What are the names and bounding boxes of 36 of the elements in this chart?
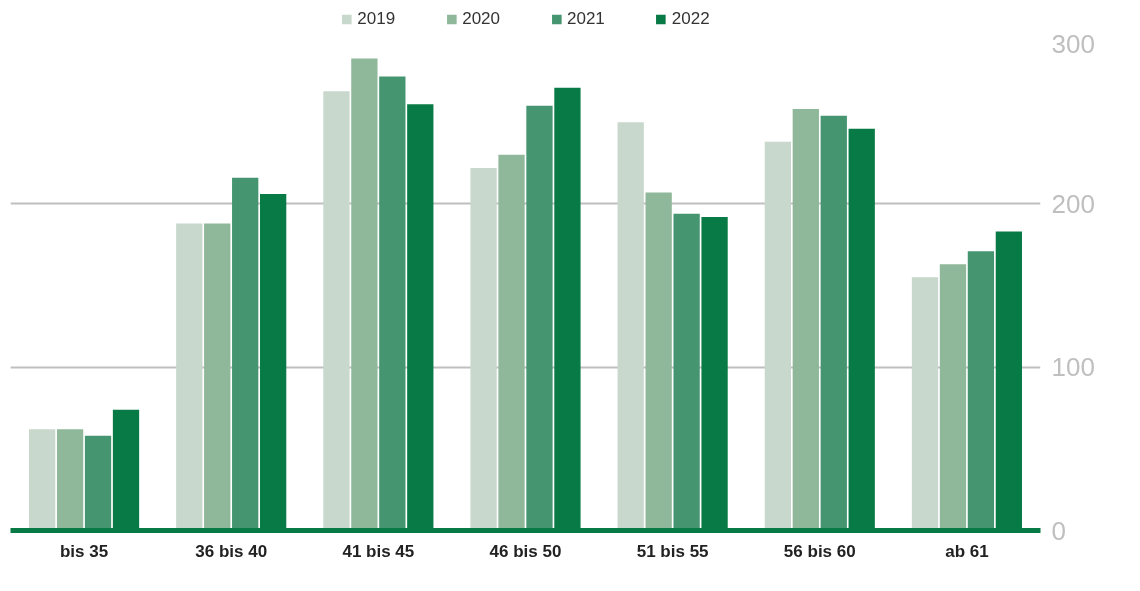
legend-label: 2021	[567, 9, 605, 29]
bar	[820, 115, 847, 531]
x-tick-label: 51 bis 55	[636, 541, 709, 561]
x-tick-label: ab 61	[945, 541, 989, 561]
x-tick-label: 56 bis 60	[783, 541, 856, 561]
bar	[176, 223, 203, 531]
legend-label: 2019	[357, 9, 396, 29]
bar	[29, 429, 56, 531]
y-tick-label: 300	[1051, 28, 1095, 59]
y-tick-label: 0	[1051, 515, 1066, 546]
x-tick-label: 36 bis 40	[195, 541, 268, 561]
y-tick-label: 100	[1051, 352, 1095, 383]
bar	[232, 177, 259, 531]
bar	[673, 213, 700, 531]
bar	[764, 141, 791, 531]
x-tick-label: bis 35	[59, 541, 109, 561]
bar	[792, 109, 819, 531]
bar	[204, 223, 231, 531]
legend-label: 2022	[671, 9, 710, 29]
bar	[967, 251, 995, 531]
bar	[617, 122, 644, 531]
y-tick-label: 200	[1051, 188, 1095, 219]
bar	[379, 76, 406, 531]
bar	[498, 154, 525, 531]
bar	[84, 435, 112, 531]
x-tick-label: 41 bis 45	[342, 541, 415, 561]
bar	[911, 277, 939, 531]
bar	[939, 264, 967, 531]
bar	[351, 58, 378, 531]
bar	[470, 167, 497, 531]
bar	[526, 105, 553, 531]
bar	[56, 429, 84, 531]
legend-label: 2020	[462, 9, 500, 29]
bar	[323, 91, 350, 531]
x-tick-label: 46 bis 50	[489, 541, 562, 561]
bar	[645, 192, 672, 531]
